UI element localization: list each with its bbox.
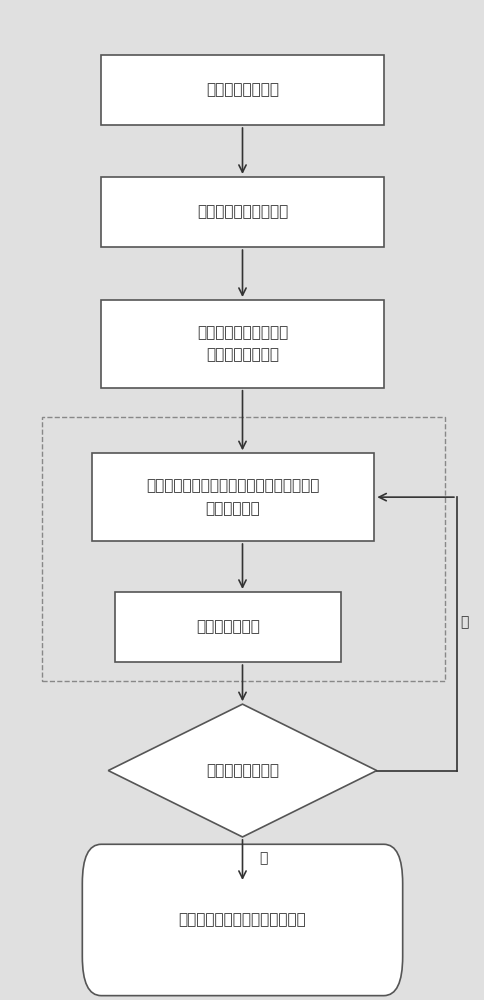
Text: 判断是否满足特性: 判断是否满足特性 — [206, 763, 278, 778]
Polygon shape — [108, 704, 376, 837]
Text: 否: 否 — [459, 615, 468, 629]
Text: 结束得到模拟风电出力时间序列: 结束得到模拟风电出力时间序列 — [178, 912, 306, 927]
FancyBboxPatch shape — [115, 592, 341, 662]
FancyBboxPatch shape — [101, 177, 383, 247]
Text: 各类风过程转移概率、
片段分布概率统计: 各类风过程转移概率、 片段分布概率统计 — [197, 325, 287, 362]
FancyBboxPatch shape — [101, 300, 383, 388]
Text: 风电时间序列滤波: 风电时间序列滤波 — [206, 82, 278, 97]
FancyBboxPatch shape — [101, 55, 383, 125]
Text: 各类风过程、片段识别: 各类风过程、片段识别 — [197, 205, 287, 220]
FancyBboxPatch shape — [82, 844, 402, 996]
Text: 是: 是 — [258, 851, 267, 865]
Text: 叠加短时波动性: 叠加短时波动性 — [196, 620, 260, 635]
Text: 序贯抽样风过程及过程内部片段组合成模拟
风电时间序列: 序贯抽样风过程及过程内部片段组合成模拟 风电时间序列 — [146, 479, 319, 516]
FancyBboxPatch shape — [91, 453, 374, 541]
